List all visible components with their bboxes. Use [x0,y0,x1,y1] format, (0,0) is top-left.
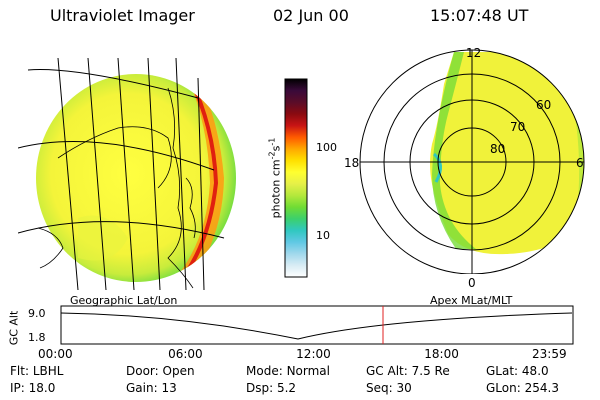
polar-emission-region [430,52,584,255]
imager-title: Ultraviolet Imager [50,6,195,25]
footer-seq: Seq: 30 [366,381,412,395]
polar-grid [359,49,585,274]
footer-glon: GLon: 254.3 [486,381,559,395]
image-time: 15:07:48 UT [430,6,529,25]
altitude-curve [60,312,573,340]
auroral-peak [184,77,219,275]
footer-gain: Gain: 13 [126,381,177,395]
mlat-label-70: 70 [510,120,526,134]
mlat-label-80: 80 [490,142,506,156]
timeline-label-apex: Apex MLat/MLT [430,294,513,307]
mlat-label-60: 60 [536,98,552,112]
footer-mode: Mode: Normal [246,364,330,378]
auroral-oval-band [168,74,224,282]
footer-glat: GLat: 48.0 [486,364,549,378]
footer-ip: IP: 18.0 [10,381,56,395]
colorbar-tick-10: 10 [316,229,330,242]
lat-lon-grid [18,58,225,290]
footer-dsp: Dsp: 5.2 [246,381,297,395]
timeline-tick-0600: 06:00 [168,347,203,361]
footer-flt: Flt: LBHL [10,364,64,378]
colorbar-unit-label: photon cm-2s-1 [267,137,283,219]
timeline-axis-title: GC Alt [7,310,21,346]
footer-gc-alt: GC Alt: 7.5 Re [366,364,450,378]
timeline-y-low: 1.8 [28,331,46,344]
mlt-label-left: 18 [344,156,360,170]
geographic-earth-view [18,58,236,290]
timeline-label-geographic: Geographic Lat/Lon [70,294,178,307]
timeline-y-high: 9.0 [28,307,46,320]
altitude-timeline [60,305,574,345]
polar-mlt-plot [359,49,585,274]
footer-door: Door: Open [126,364,195,378]
timeline-tick-0000: 00:00 [38,347,73,361]
mlt-label-right: 6 [576,156,584,170]
timeline-tick-1800: 18:00 [424,347,459,361]
intensity-colorbar [284,78,308,278]
mlt-label-bottom: 0 [468,276,476,290]
colorbar-tick-100: 100 [316,141,337,154]
colorbar-gradient [284,78,308,278]
timeline-tick-2359: 23:59 [532,347,567,361]
coastline-outlines [37,87,196,289]
timeline-tick-1200: 12:00 [296,347,331,361]
mlt-label-top: 12 [466,46,482,60]
image-date: 02 Jun 00 [273,6,349,25]
